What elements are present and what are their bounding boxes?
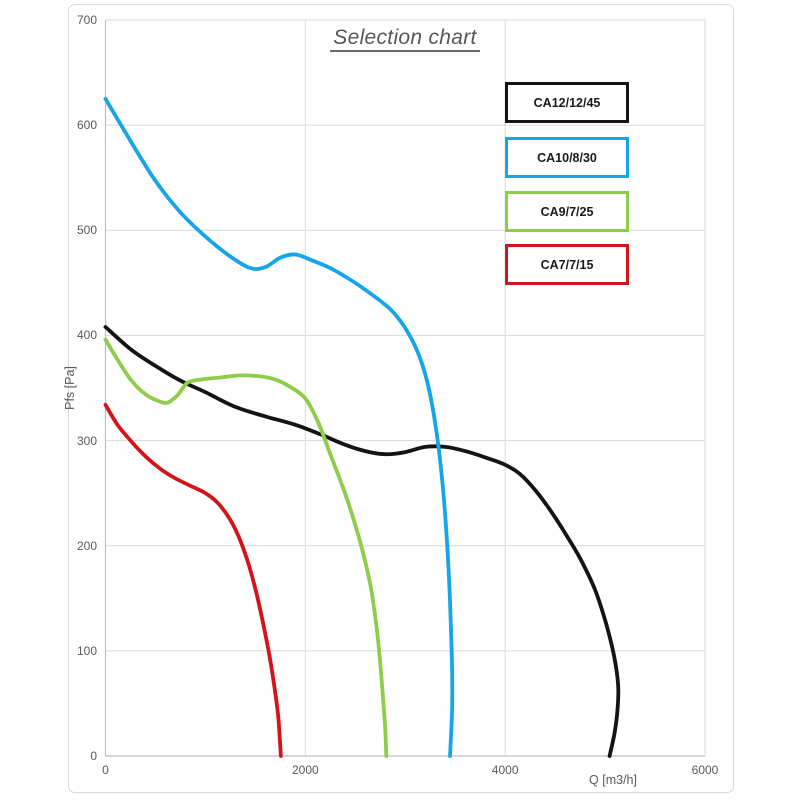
legend-item-ca10-8-30: CA10/8/30 xyxy=(505,137,629,178)
y-tick-label-700: 700 xyxy=(76,13,97,27)
legend-label-ca7-7-15: CA7/7/15 xyxy=(540,257,594,272)
legend-item-ca9-7-25: CA9/7/25 xyxy=(505,191,629,232)
y-tick-label-500: 500 xyxy=(76,223,97,238)
x-tick-label-2000: 2000 xyxy=(291,763,319,777)
chart-area-border xyxy=(68,4,734,793)
y-tick-label-400: 400 xyxy=(76,328,97,343)
y-axis-title: Pfs [Pa] xyxy=(63,366,77,410)
legend-label-ca9-7-25: CA9/7/25 xyxy=(540,204,594,219)
x-tick-label-4000: 4000 xyxy=(491,763,519,777)
y-tick-label-100: 100 xyxy=(76,643,97,658)
chart-title: Selection chart xyxy=(105,26,705,52)
y-tick-label-0: 0 xyxy=(90,749,97,763)
chart-title-text: Selection chart xyxy=(330,26,480,52)
legend-item-ca12-12-45: CA12/12/45 xyxy=(505,82,629,123)
legend-item-ca7-7-15: CA7/7/15 xyxy=(505,244,629,285)
curve-ca12-12-45 xyxy=(103,325,621,758)
x-tick-label-0: 0 xyxy=(102,763,109,777)
legend-label-ca12-12-45: CA12/12/45 xyxy=(533,95,601,110)
y-tick-label-300: 300 xyxy=(76,433,97,448)
curve-ca9-7-25 xyxy=(103,337,389,758)
x-tick-label-6000: 6000 xyxy=(691,763,719,777)
curve-ca7-7-15 xyxy=(103,402,283,758)
curve-ca10-8-30 xyxy=(103,97,455,758)
y-tick-label-600: 600 xyxy=(76,118,97,133)
legend-label-ca10-8-30: CA10/8/30 xyxy=(537,150,597,165)
y-tick-label-200: 200 xyxy=(76,538,97,553)
x-axis-title: Q [m3/h] xyxy=(589,773,637,787)
